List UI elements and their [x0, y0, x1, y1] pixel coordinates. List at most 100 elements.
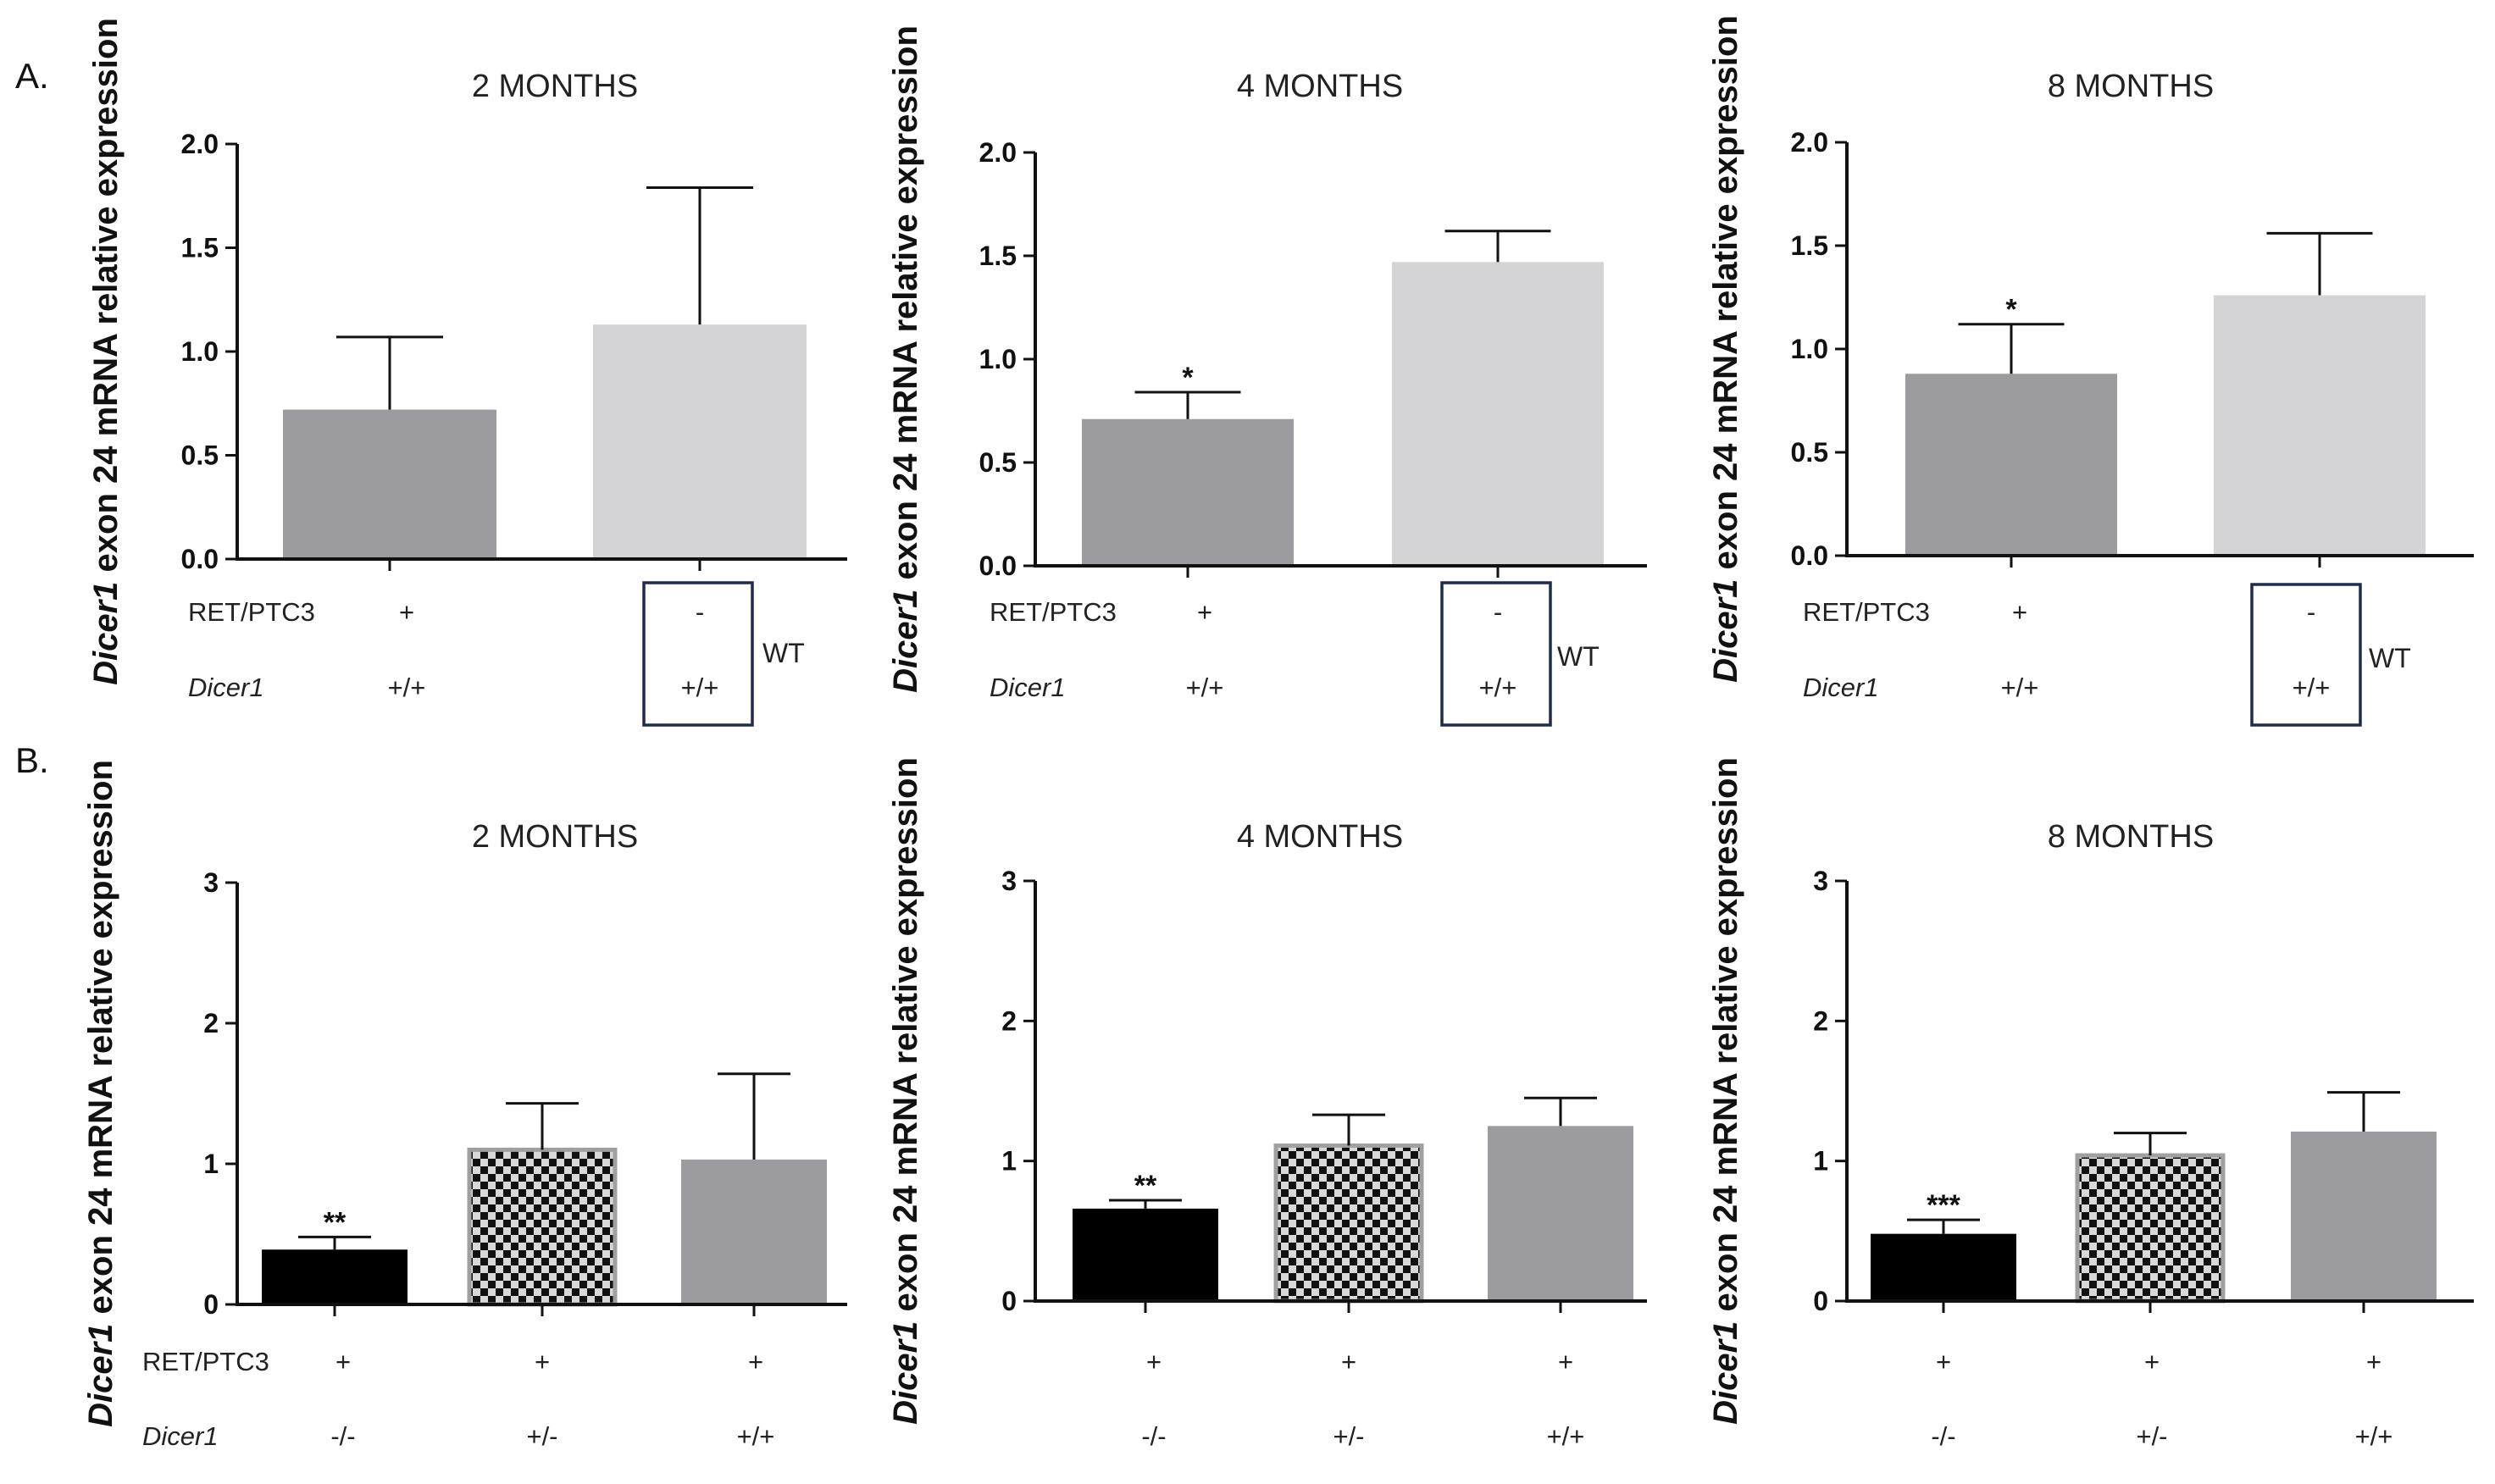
genotype-cell: +	[2366, 1347, 2381, 1376]
y-tick-label: 0	[203, 1289, 219, 1320]
y-tick-label: 1.0	[1791, 334, 1828, 364]
genotype-cell: +	[748, 1347, 763, 1376]
genotype-cell: +/-	[1333, 1421, 1364, 1451]
bar	[2291, 1131, 2437, 1301]
y-axis-label-text: exon 24 mRNA relative expression	[82, 760, 119, 1323]
chart-a2: 4 MONTHS Dicer1 exon 24 mRNA relative exp…	[887, 25, 1647, 727]
genotype-cell: +/+	[737, 1421, 775, 1451]
genotype-cell: -/-	[1931, 1421, 1955, 1451]
genotype-cell: +	[535, 1347, 550, 1376]
wt-label: WT	[762, 638, 805, 668]
chart-b2: 4 MONTHS Dicer1 exon 24 mRNA relative exp…	[887, 757, 1647, 1451]
row-label-ret-ptc3: RET/PTC3	[188, 597, 315, 627]
y-tick-label: 2.0	[1791, 127, 1828, 158]
genotype-cell: -/-	[330, 1421, 355, 1451]
bar	[1273, 1143, 1424, 1304]
y-axis-label: Dicer1 exon 24 mRNA relative expression	[1707, 15, 1744, 683]
y-tick-label: 1.5	[979, 241, 1017, 271]
y-tick-label: 2	[1813, 1005, 1828, 1036]
y-tick-label: 0.5	[181, 440, 219, 471]
bar	[1905, 374, 2117, 556]
bar	[2214, 295, 2426, 556]
row-label-ret-ptc3: RET/PTC3	[1803, 597, 1930, 627]
genotype-cell: +	[1197, 597, 1212, 627]
y-tick-label: 3	[1001, 866, 1017, 896]
chart-title: 2 MONTHS	[472, 819, 638, 855]
row-label-dicer1: Dicer1	[990, 673, 1066, 702]
genotype-cell: +/-	[2136, 1421, 2167, 1451]
genotype-cell: +	[1936, 1347, 1951, 1376]
y-axis-label-text: exon 24 mRNA relative expression	[87, 18, 125, 581]
y-axis-label-text: exon 24 mRNA relative expression	[1707, 15, 1744, 579]
genotype-cell: +/+	[388, 673, 426, 702]
genotype-cell: -	[2307, 597, 2315, 627]
y-axis-label-text: exon 24 mRNA relative expression	[887, 25, 924, 589]
y-axis-label-text: exon 24 mRNA relative expression	[887, 757, 924, 1321]
bar	[1392, 262, 1604, 566]
genotype-cell: -/-	[1141, 1421, 1166, 1451]
y-axis-label: Dicer1 exon 24 mRNA relative expression	[887, 757, 924, 1425]
y-tick-label: 2.0	[979, 137, 1017, 168]
y-tick-label: 1.5	[181, 233, 219, 263]
charts-layer: 2 MONTHS Dicer1 exon 24 mRNA relative exp…	[82, 15, 2474, 1451]
y-axis-label-gene: Dicer1	[1707, 579, 1744, 683]
y-axis-label: Dicer1 exon 24 mRNA relative expression	[1707, 757, 1744, 1425]
significance-marker: **	[324, 1206, 347, 1238]
row-label-ret-ptc3: RET/PTC3	[142, 1347, 269, 1376]
y-axis-label-gene: Dicer1	[82, 1324, 119, 1427]
bar	[283, 409, 496, 559]
panel-letter-b: B.	[15, 740, 49, 780]
y-tick-label: 1.0	[979, 344, 1017, 374]
y-tick-label: 2	[203, 1008, 219, 1038]
genotype-cell: +	[2144, 1347, 2160, 1376]
bar	[1082, 418, 1294, 566]
y-axis-label: Dicer1 exon 24 mRNA relative expression	[82, 760, 119, 1427]
genotype-cell: +/+	[2293, 673, 2331, 702]
y-tick-label: 2	[1001, 1005, 1017, 1036]
y-tick-label: 1	[203, 1149, 219, 1179]
wt-label: WT	[1557, 641, 1600, 672]
significance-marker: *	[2005, 294, 2017, 326]
chart-title: 8 MONTHS	[2048, 819, 2214, 855]
row-label-ret-ptc3: RET/PTC3	[990, 597, 1117, 627]
row-label-dicer1: Dicer1	[188, 673, 264, 702]
y-tick-label: 0	[1813, 1286, 1828, 1316]
row-label-dicer1: Dicer1	[1803, 673, 1879, 702]
genotype-cell: +	[1558, 1347, 1573, 1376]
chart-b3: 8 MONTHS Dicer1 exon 24 mRNA relative exp…	[1707, 757, 2474, 1451]
y-tick-label: 0.0	[181, 544, 219, 574]
significance-marker: **	[1134, 1170, 1157, 1202]
genotype-cell: +/-	[526, 1421, 557, 1451]
chart-a3: 8 MONTHS Dicer1 exon 24 mRNA relative exp…	[1707, 15, 2474, 727]
y-axis-label: Dicer1 exon 24 mRNA relative expression	[87, 18, 125, 685]
y-axis-label-gene: Dicer1	[87, 582, 125, 685]
panel-letter-a: A.	[15, 56, 49, 96]
bar	[681, 1160, 827, 1304]
row-label-dicer1: Dicer1	[142, 1421, 219, 1451]
significance-marker: ***	[1927, 1189, 1960, 1221]
y-axis-label-gene: Dicer1	[887, 1321, 924, 1425]
genotype-cell: +/+	[1547, 1421, 1585, 1451]
y-tick-label: 1	[1813, 1146, 1828, 1177]
wt-label: WT	[2369, 643, 2411, 673]
y-tick-label: 3	[1813, 866, 1828, 896]
wt-box	[2250, 583, 2362, 727]
y-axis-label: Dicer1 exon 24 mRNA relative expression	[887, 25, 924, 693]
y-tick-label: 2.0	[181, 129, 219, 159]
genotype-cell: +	[335, 1347, 351, 1376]
y-tick-label: 0.5	[979, 447, 1017, 478]
bar	[467, 1147, 618, 1307]
bar	[1871, 1233, 2016, 1301]
chart-title: 8 MONTHS	[2048, 69, 2214, 104]
y-tick-label: 0	[1001, 1286, 1017, 1316]
genotype-cell: +/+	[2001, 673, 2039, 702]
wt-box	[642, 581, 754, 727]
y-axis-label-gene: Dicer1	[1707, 1321, 1744, 1425]
y-tick-label: 1.5	[1791, 230, 1828, 261]
genotype-cell: +/+	[1186, 673, 1224, 702]
bar	[1073, 1208, 1218, 1301]
chart-title: 4 MONTHS	[1237, 819, 1403, 855]
bar	[262, 1249, 408, 1304]
y-tick-label: 1	[1001, 1146, 1017, 1177]
